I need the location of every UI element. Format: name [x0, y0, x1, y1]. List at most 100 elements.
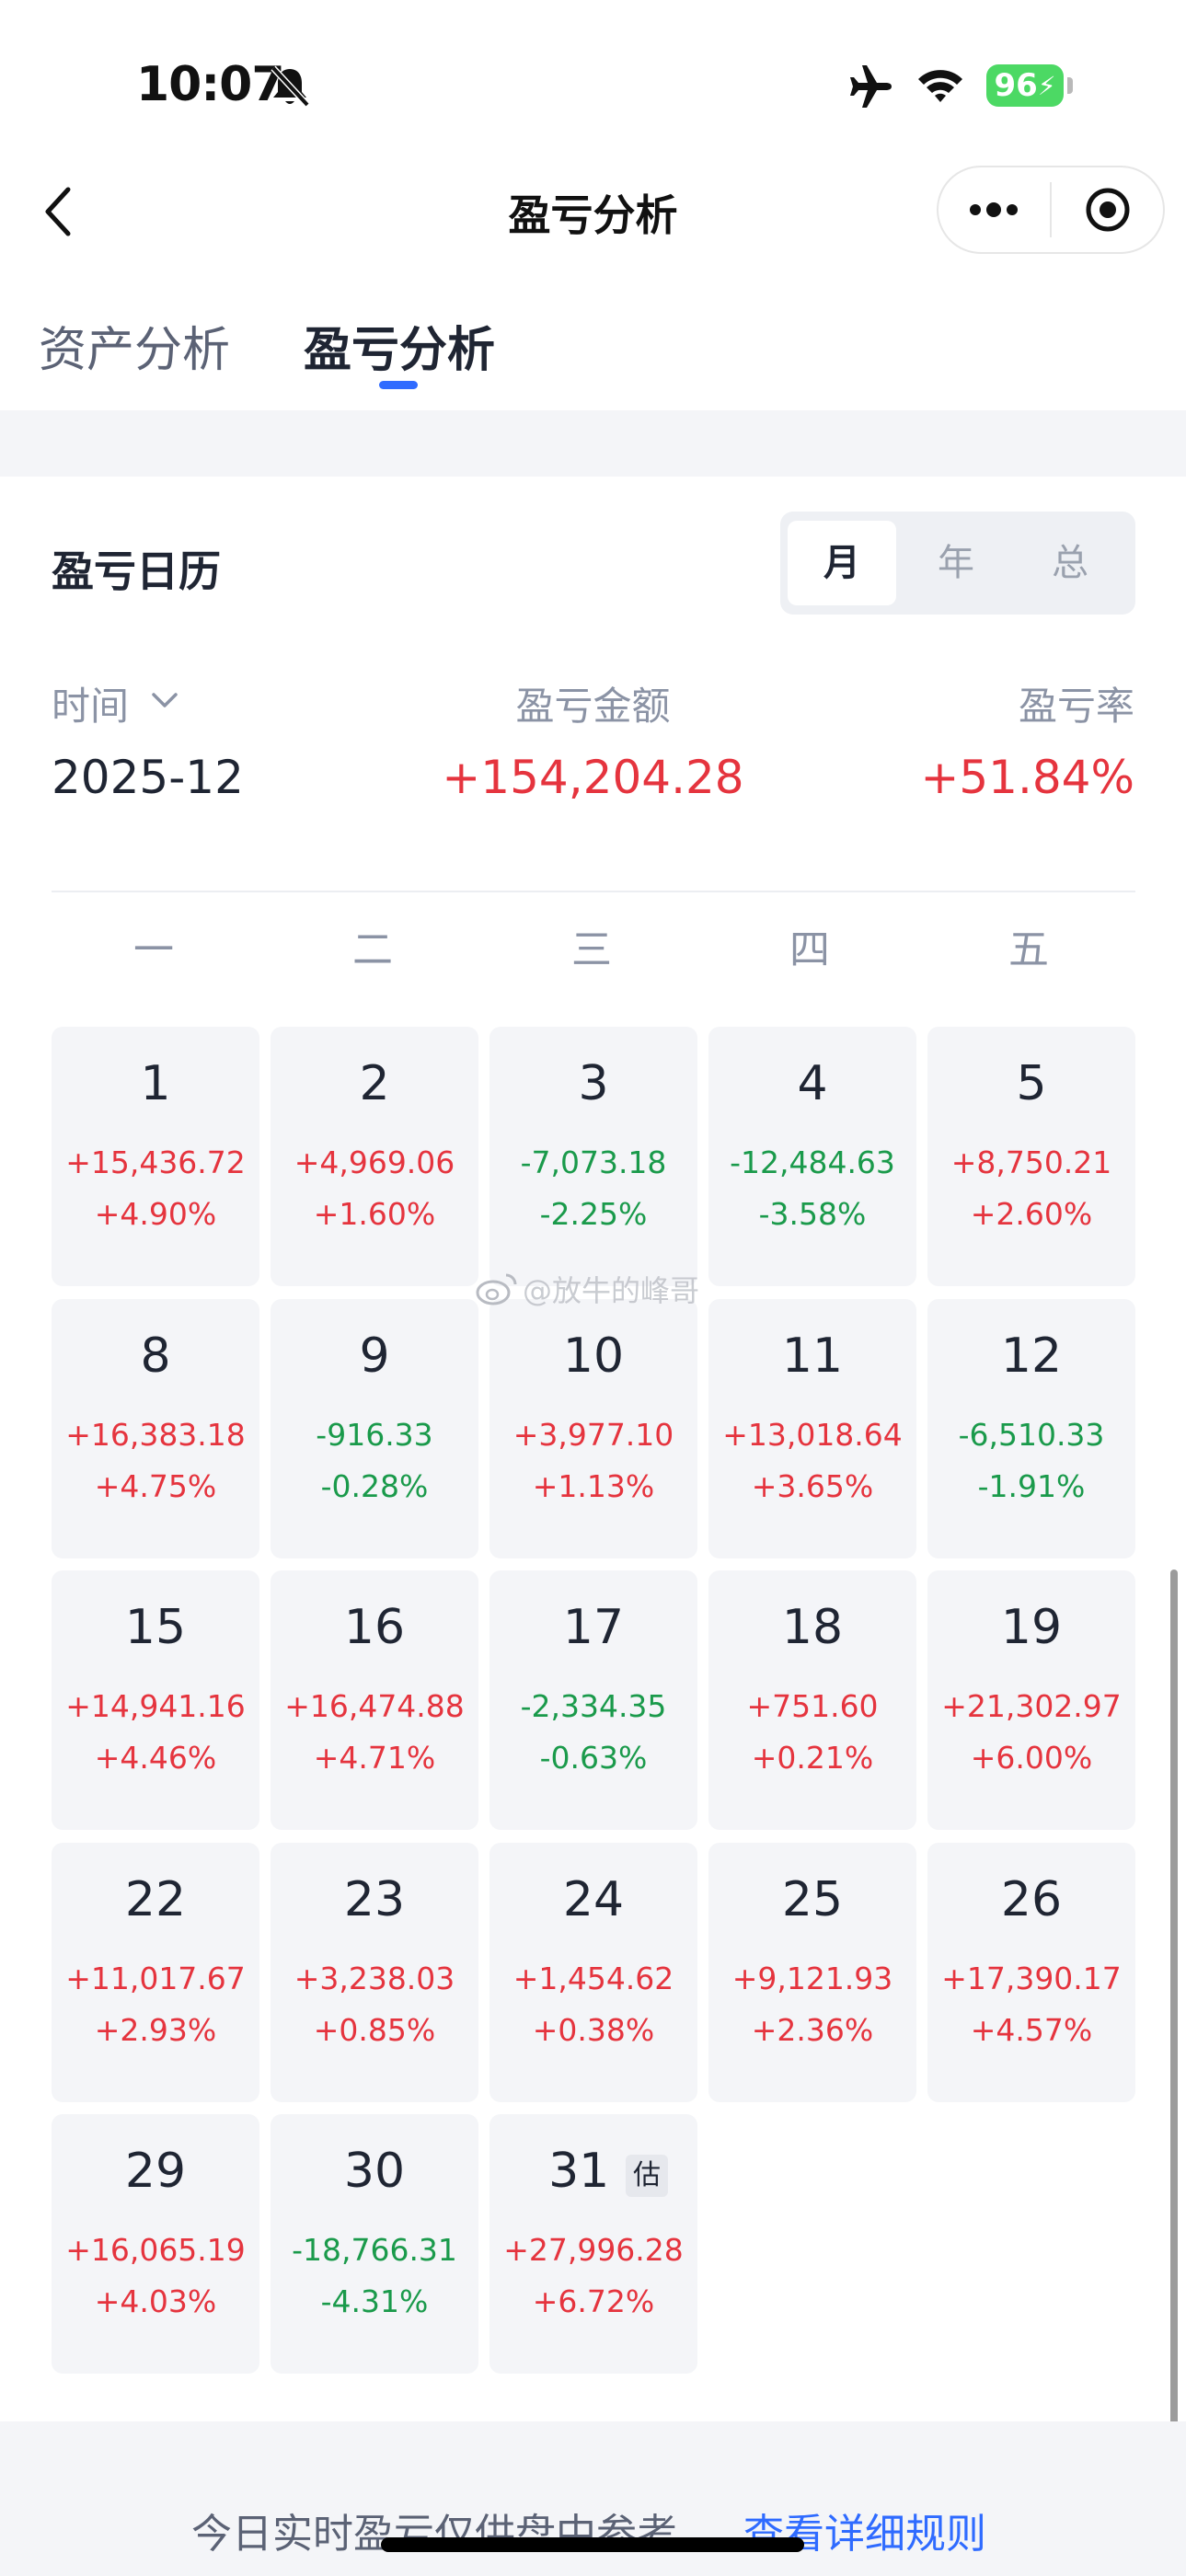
day-number: 23 [343, 1872, 406, 1927]
day-amount: +3,977.10 [512, 1417, 674, 1453]
calendar-day-cell[interactable]: 1 +15,436.72 +4.90% [52, 1027, 259, 1286]
calendar-day-cell[interactable]: 29 +16,065.19 +4.03% [52, 2114, 259, 2374]
day-rate: +4.57% [970, 2012, 1093, 2048]
home-indicator [381, 2537, 804, 2552]
day-rate: +3.65% [751, 1468, 874, 1504]
segment-month[interactable]: 月 [788, 521, 896, 605]
day-amount: -916.33 [316, 1417, 433, 1453]
day-amount: +3,238.03 [294, 1961, 455, 1996]
day-number: 24 [562, 1872, 625, 1927]
wifi-icon [918, 70, 962, 102]
active-tab-indicator [379, 381, 418, 389]
day-number: 17 [562, 1600, 625, 1655]
day-number: 18 [781, 1600, 844, 1655]
calendar-day-cell[interactable]: 19 +21,302.97 +6.00% [927, 1570, 1135, 1830]
calendar-day-cell[interactable]: 5 +8,750.21 +2.60% [927, 1027, 1135, 1286]
calendar-day-cell[interactable]: 31 +27,996.28 +6.72% 估 [489, 2114, 697, 2374]
calendar-day-cell[interactable]: 26 +17,390.17 +4.57% [927, 1843, 1135, 2102]
calendar-day-cell[interactable]: 11 +13,018.64 +3.65% [708, 1299, 916, 1558]
day-amount: -7,073.18 [520, 1144, 667, 1180]
day-rate: -4.31% [320, 2283, 429, 2319]
calendar-day-cell[interactable]: 9 -916.33 -0.28% [271, 1299, 478, 1558]
day-rate: +1.13% [532, 1468, 655, 1504]
day-number: 31 [548, 2144, 610, 2199]
calendar-day-cell[interactable]: 2 +4,969.06 +1.60% [271, 1027, 478, 1286]
calendar-day-cell[interactable]: 15 +14,941.16 +4.46% [52, 1570, 259, 1830]
total-rate: +51.84% [920, 751, 1134, 804]
day-amount: +17,390.17 [941, 1961, 1122, 1996]
scrollbar[interactable] [1170, 1570, 1178, 2453]
battery-tip [1067, 77, 1073, 94]
day-rate: +6.72% [532, 2283, 655, 2319]
day-rate: -0.28% [320, 1468, 429, 1504]
day-rate: +0.21% [751, 1740, 874, 1776]
rate-label: 盈亏率 [1018, 684, 1134, 729]
calendar-day-cell[interactable]: 22 +11,017.67 +2.93% [52, 1843, 259, 2102]
segment-total[interactable]: 总 [1052, 542, 1088, 584]
calendar-day-cell[interactable]: 25 +9,121.93 +2.36% [708, 1843, 916, 2102]
day-rate: +6.00% [970, 1740, 1093, 1776]
tab-asset-analysis[interactable]: 资产分析 [39, 323, 231, 378]
more-dots-icon[interactable] [966, 195, 1021, 224]
day-number: 11 [781, 1328, 844, 1384]
calendar-day-cell[interactable]: 3 -7,073.18 -2.25% [489, 1027, 697, 1286]
chevron-down-icon[interactable] [149, 684, 180, 716]
close-miniprogram-icon[interactable] [1084, 186, 1132, 234]
calendar-day-cell[interactable]: 10 +3,977.10 +1.13% [489, 1299, 697, 1558]
weekday-thu: 四 [789, 926, 830, 973]
day-rate: -3.58% [758, 1196, 867, 1232]
day-number: 25 [781, 1872, 844, 1927]
day-rate: +4.75% [94, 1468, 217, 1504]
day-rate: +2.60% [970, 1196, 1093, 1232]
day-number: 16 [343, 1600, 406, 1655]
day-rate: +0.85% [313, 2012, 436, 2048]
calendar-day-cell[interactable]: 23 +3,238.03 +0.85% [271, 1843, 478, 2102]
selected-month[interactable]: 2025-12 [52, 751, 244, 804]
day-amount: +1,454.62 [512, 1961, 674, 1996]
day-rate: +4.03% [94, 2283, 217, 2319]
calendar-day-cell[interactable]: 18 +751.60 +0.21% [708, 1570, 916, 1830]
calendar-day-cell[interactable]: 8 +16,383.18 +4.75% [52, 1299, 259, 1558]
day-amount: +4,969.06 [294, 1144, 455, 1180]
day-number: 12 [1000, 1328, 1063, 1384]
estimate-badge: 估 [626, 2155, 668, 2197]
day-amount: +8,750.21 [950, 1144, 1112, 1180]
calendar-day-cell[interactable]: 24 +1,454.62 +0.38% [489, 1843, 697, 2102]
day-amount: -18,766.31 [292, 2232, 457, 2268]
calendar-day-cell[interactable]: 30 -18,766.31 -4.31% [271, 2114, 478, 2374]
day-number: 4 [797, 1056, 828, 1111]
day-number: 5 [1016, 1056, 1047, 1111]
day-amount: +14,941.16 [65, 1688, 246, 1724]
airplane-icon [850, 65, 892, 108]
header-divider [52, 891, 1135, 892]
day-rate: +0.38% [532, 2012, 655, 2048]
page-title: 盈亏分析 [508, 190, 678, 240]
day-number: 1 [140, 1056, 171, 1111]
day-amount: +11,017.67 [65, 1961, 246, 1996]
segment-year[interactable]: 年 [938, 542, 974, 584]
time-label[interactable]: 时间 [52, 684, 130, 729]
day-rate: +2.93% [94, 2012, 217, 2048]
calendar-day-cell[interactable]: 4 -12,484.63 -3.58% [708, 1027, 916, 1286]
calendar-title: 盈亏日历 [52, 546, 221, 596]
day-number: 26 [1000, 1872, 1063, 1927]
calendar-day-cell[interactable]: 16 +16,474.88 +4.71% [271, 1570, 478, 1830]
section-separator [0, 410, 1186, 451]
day-number: 29 [124, 2144, 187, 2199]
battery-indicator: 96 ⚡ [986, 64, 1064, 107]
day-amount: +16,474.88 [284, 1688, 465, 1724]
tab-profit-analysis[interactable]: 盈亏分析 [304, 323, 496, 378]
weekday-mon: 一 [133, 926, 174, 973]
back-arrow-icon[interactable] [40, 184, 77, 239]
weekday-fri: 五 [1008, 926, 1049, 973]
day-amount: +21,302.97 [941, 1688, 1122, 1724]
battery-level: 96 [994, 67, 1038, 104]
day-number: 8 [140, 1328, 171, 1384]
calendar-day-cell[interactable]: 17 -2,334.35 -0.63% [489, 1570, 697, 1830]
day-number: 3 [578, 1056, 609, 1111]
amount-label: 盈亏金额 [515, 684, 671, 729]
day-amount: +9,121.93 [731, 1961, 893, 1996]
calendar-day-cell[interactable]: 12 -6,510.33 -1.91% [927, 1299, 1135, 1558]
day-amount: -2,334.35 [520, 1688, 667, 1724]
watermark-text: @放牛的峰哥 [523, 1273, 700, 1308]
